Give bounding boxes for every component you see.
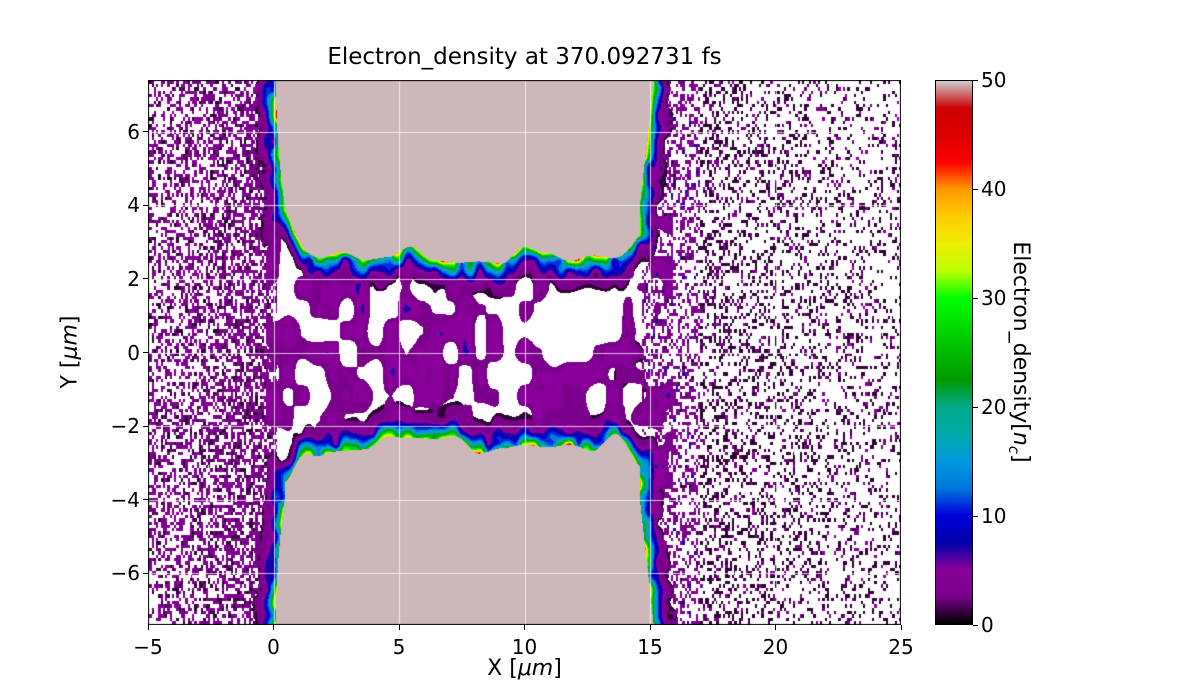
y-tick-label: 0 xyxy=(127,340,140,365)
x-axis-label-post: ] xyxy=(553,656,562,681)
x-tick-mark xyxy=(900,625,902,630)
colorbar-tick-mark xyxy=(973,297,978,299)
colorbar-label: Electron_density[nc] xyxy=(1005,241,1033,462)
colorbar-tick-label: 20 xyxy=(981,395,1007,419)
colorbar-label-var: n xyxy=(1008,431,1034,446)
x-tick-mark xyxy=(649,625,651,630)
y-axis-label-pre: Y [ xyxy=(57,359,83,389)
colorbar-label-pre: Electron_density[ xyxy=(1008,241,1034,432)
x-tick-mark xyxy=(398,625,400,630)
x-tick-label: 10 xyxy=(511,635,538,659)
y-tick-label: 6 xyxy=(127,119,140,144)
y-tick-label: −2 xyxy=(110,414,140,439)
colorbar-tick-label: 50 xyxy=(981,68,1007,92)
y-tick-mark xyxy=(143,499,148,501)
x-axis-unit: μm xyxy=(517,656,554,681)
colorbar-label-sub: c xyxy=(1004,445,1023,455)
x-tick-label: 25 xyxy=(888,635,914,659)
x-tick-mark xyxy=(147,625,149,630)
y-tick-label: 2 xyxy=(127,266,140,291)
chart-title: Electron_density at 370.092731 fs xyxy=(327,44,722,70)
y-tick-mark xyxy=(143,425,148,427)
colorbar-tick-mark xyxy=(973,188,978,190)
x-tick-label: −5 xyxy=(133,635,163,659)
y-axis-label-post: ] xyxy=(57,315,83,325)
colorbar-tick-label: 30 xyxy=(981,286,1007,310)
x-tick-label: 20 xyxy=(762,635,789,659)
colorbar-tick-label: 0 xyxy=(981,613,994,637)
colorbar-tick-label: 10 xyxy=(981,504,1007,528)
x-axis-label-pre: X [ xyxy=(487,656,518,681)
colorbar xyxy=(935,80,973,625)
y-tick-label: 4 xyxy=(127,193,140,218)
y-axis-unit: μm xyxy=(57,324,83,360)
y-tick-label: −4 xyxy=(110,487,140,512)
y-tick-mark xyxy=(143,278,148,280)
colorbar-tick-mark xyxy=(973,79,978,81)
colorbar-tick-label: 40 xyxy=(981,177,1007,201)
y-tick-mark xyxy=(143,204,148,206)
colorbar-tick-mark xyxy=(973,624,978,626)
x-tick-label: 0 xyxy=(267,635,280,659)
colorbar-label-post: ] xyxy=(1008,454,1034,463)
colorbar-tick-mark xyxy=(973,406,978,408)
colorbar-tick-mark xyxy=(973,515,978,517)
y-tick-mark xyxy=(143,572,148,574)
y-tick-mark xyxy=(143,131,148,133)
x-tick-mark xyxy=(524,625,525,630)
x-tick-mark xyxy=(273,625,274,630)
y-tick-label: −6 xyxy=(110,561,140,586)
x-tick-label: 15 xyxy=(637,635,663,659)
heatmap-canvas xyxy=(148,80,901,625)
y-tick-mark xyxy=(143,352,148,353)
y-axis-label: Y [μm] xyxy=(58,315,83,388)
x-tick-label: 5 xyxy=(392,635,406,659)
x-tick-mark xyxy=(775,625,776,630)
colorbar-gradient xyxy=(936,81,972,624)
x-axis-label: X [μm] xyxy=(148,656,901,681)
